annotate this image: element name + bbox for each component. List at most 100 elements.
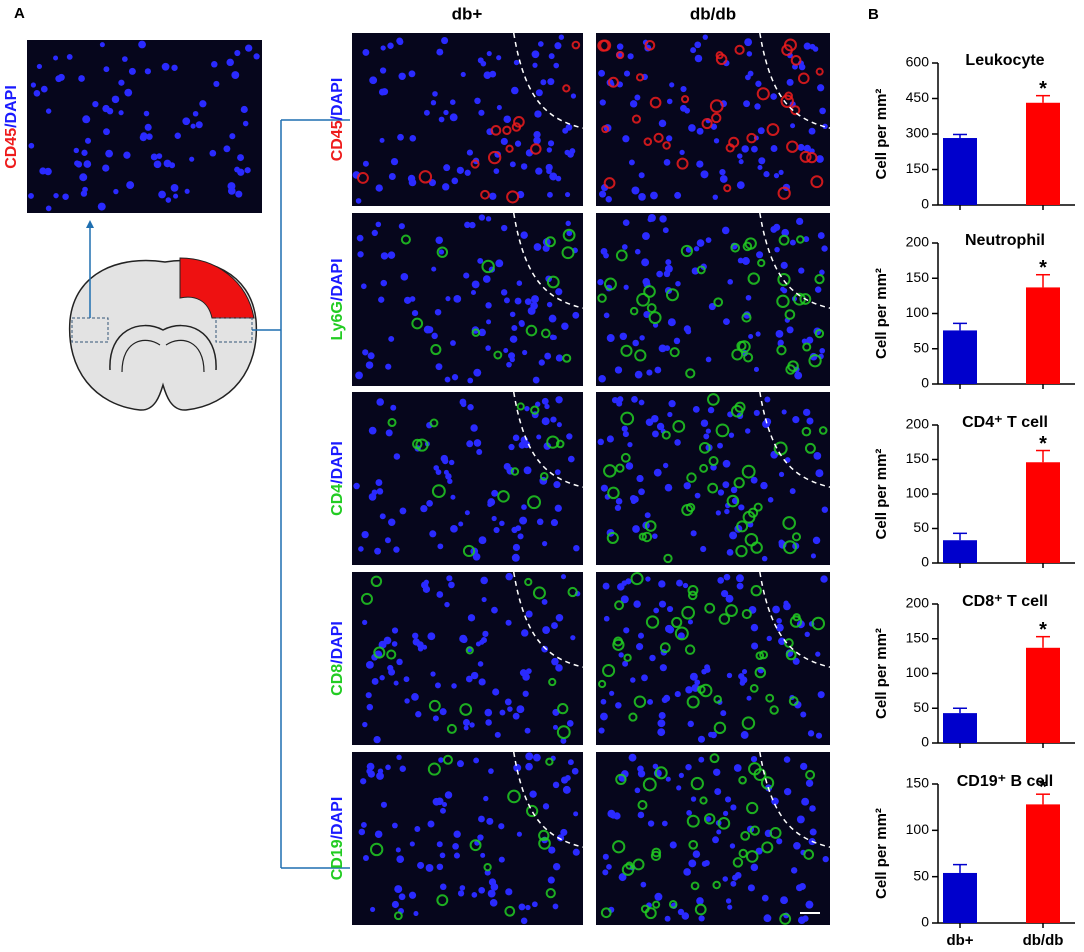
- labeled-cell: [778, 234, 790, 246]
- nucleus: [445, 296, 451, 302]
- nucleus: [808, 127, 816, 135]
- nucleus: [436, 841, 443, 848]
- nucleus: [529, 790, 537, 798]
- nucleus: [696, 160, 704, 168]
- nucleus: [380, 45, 386, 51]
- nucleus: [738, 504, 745, 511]
- nucleus: [128, 67, 136, 75]
- labeled-cell: [738, 775, 747, 785]
- labeled-cell: [671, 616, 683, 628]
- nucleus: [741, 145, 749, 153]
- nucleus: [634, 370, 643, 379]
- nucleus: [562, 127, 569, 134]
- nucleus: [661, 820, 668, 827]
- nucleus: [678, 772, 684, 778]
- nucleus: [527, 306, 536, 315]
- nucleus: [447, 478, 453, 485]
- labeled-cell: [614, 600, 624, 611]
- nucleus: [753, 366, 760, 373]
- nucleus: [436, 48, 444, 56]
- nucleus: [518, 441, 526, 449]
- nucleus: [519, 669, 528, 677]
- nucleus: [436, 591, 444, 598]
- labeled-cell: [788, 696, 799, 706]
- nucleus: [466, 440, 474, 448]
- ventricle-line: [121, 339, 205, 373]
- labeled-cell: [538, 829, 550, 842]
- nucleus: [552, 903, 559, 910]
- nucleus: [516, 831, 522, 837]
- labeled-cell: [746, 801, 759, 815]
- nucleus: [477, 834, 484, 841]
- nucleus: [521, 629, 529, 637]
- nucleus: [534, 401, 541, 407]
- nucleus: [658, 119, 667, 128]
- nucleus: [519, 516, 528, 525]
- y-axis-label: Cell per mm²: [873, 449, 890, 540]
- nucleus: [688, 859, 697, 868]
- nucleus: [737, 153, 743, 159]
- nucleus: [470, 424, 478, 432]
- nucleus: [456, 166, 464, 174]
- nucleus: [358, 546, 364, 552]
- labeled-cell: [548, 677, 557, 687]
- nucleus: [433, 465, 440, 471]
- nucleus: [614, 504, 622, 512]
- nucleus: [700, 545, 707, 553]
- nucleus: [524, 298, 532, 306]
- labeled-cell: [765, 693, 775, 703]
- nucleus: [666, 626, 675, 634]
- nucleus: [370, 906, 376, 912]
- nucleus: [676, 785, 682, 791]
- nucleus: [727, 904, 733, 910]
- bar: [943, 713, 977, 743]
- nucleus: [486, 319, 492, 325]
- labeled-cell: [797, 72, 810, 85]
- nucleus: [616, 43, 624, 50]
- nucleus: [501, 224, 508, 232]
- nucleus: [82, 115, 91, 124]
- nucleus: [656, 422, 665, 431]
- labeled-cell: [791, 532, 802, 542]
- nucleus: [457, 890, 465, 897]
- marker-name: CD19: [329, 839, 346, 880]
- nucleus: [437, 543, 444, 550]
- nucleus: [45, 108, 52, 114]
- nucleus: [659, 664, 667, 672]
- labeled-cell: [360, 592, 373, 605]
- nucleus: [413, 911, 419, 917]
- nucleus: [355, 198, 362, 204]
- nucleus: [190, 123, 196, 129]
- nucleus: [471, 280, 480, 289]
- labeled-cell: [505, 144, 514, 153]
- labeled-cell: [754, 666, 767, 679]
- nucleus: [174, 132, 181, 139]
- nucleus: [720, 710, 727, 717]
- nucleus: [658, 600, 667, 608]
- labeled-cell: [621, 863, 635, 876]
- y-tick-label: 100: [906, 304, 930, 320]
- nucleus: [683, 325, 691, 333]
- labeled-cell: [539, 472, 549, 481]
- nucleus: [387, 251, 396, 259]
- nucleus: [483, 795, 489, 802]
- x-tick-label: db/db: [1023, 932, 1064, 949]
- nucleus: [554, 42, 562, 50]
- nucleus: [662, 227, 669, 234]
- nucleus: [541, 417, 550, 426]
- nucleus: [744, 428, 751, 434]
- nucleus: [496, 104, 502, 111]
- labeled-cell: [638, 532, 647, 541]
- nucleus: [720, 589, 729, 598]
- nucleus: [392, 822, 398, 829]
- labeled-cell: [600, 907, 612, 919]
- labeled-cell: [603, 277, 617, 291]
- labeled-cell: [659, 642, 671, 654]
- labeled-cell: [599, 39, 612, 52]
- nucleus: [379, 513, 386, 520]
- micrograph: [27, 40, 262, 213]
- nucleus: [622, 431, 629, 438]
- nucleus: [55, 75, 63, 83]
- nucleus: [525, 904, 531, 911]
- nucleus: [659, 215, 667, 223]
